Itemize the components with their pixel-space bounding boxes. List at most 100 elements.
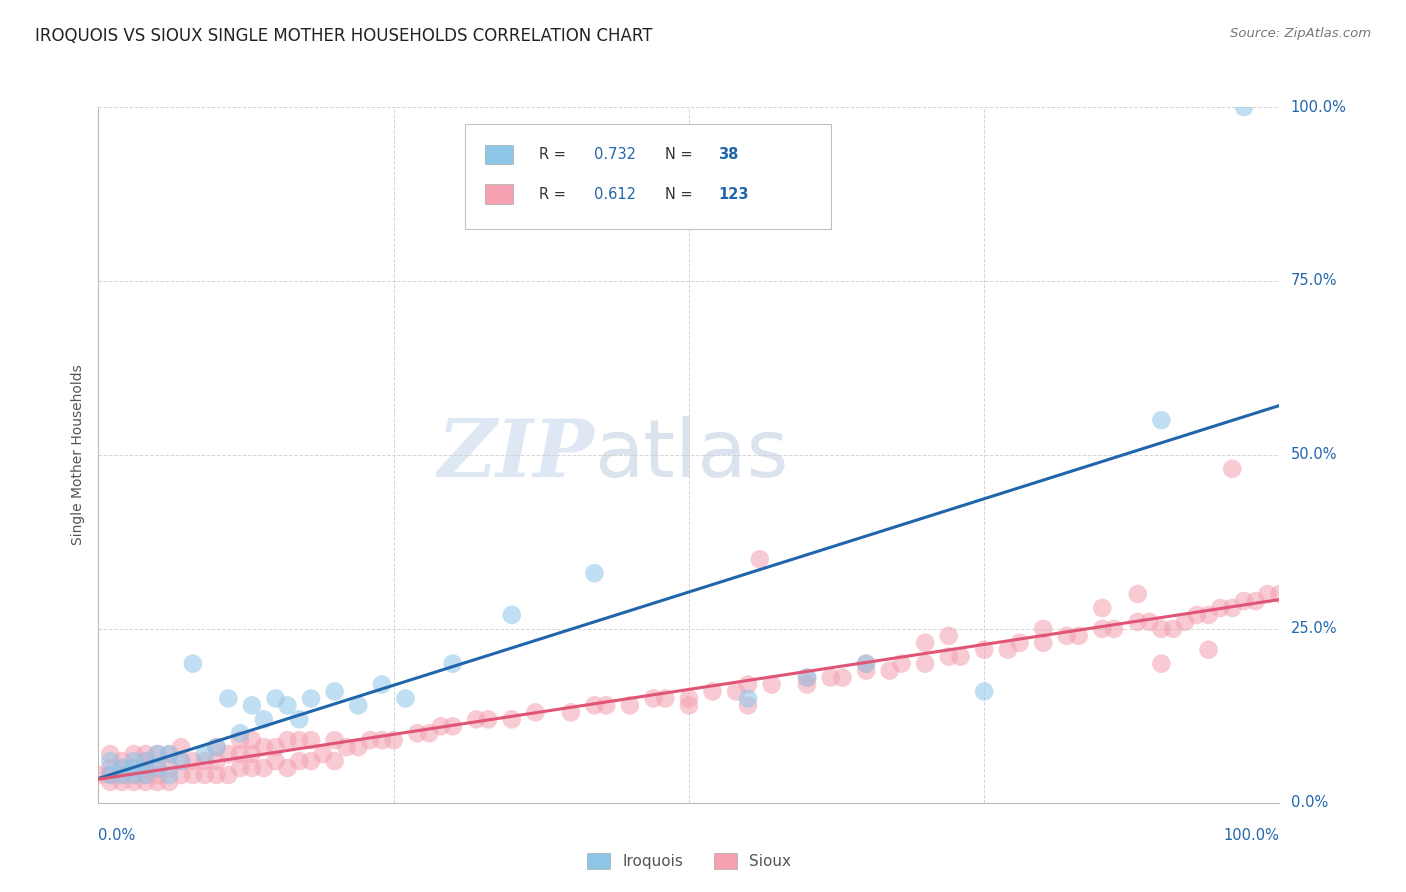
Point [135, 768, 157, 782]
Point [1198, 642, 1220, 657]
Point [170, 740, 193, 755]
Text: 0.612: 0.612 [595, 186, 637, 202]
Point [501, 712, 523, 726]
Point [217, 691, 239, 706]
Point [312, 747, 335, 761]
Point [524, 706, 547, 720]
Point [135, 761, 157, 775]
Point [98, 768, 121, 782]
Point [87, 768, 110, 782]
Text: R =: R = [538, 147, 571, 161]
Point [855, 664, 877, 678]
Point [583, 566, 606, 581]
Point [276, 698, 298, 713]
Point [796, 671, 818, 685]
Point [229, 726, 252, 740]
Text: 0.0%: 0.0% [1291, 796, 1327, 810]
Text: 100.0%: 100.0% [1223, 828, 1279, 843]
Point [938, 629, 960, 643]
Point [1233, 594, 1256, 608]
Point [299, 733, 322, 747]
Point [737, 691, 759, 706]
Y-axis label: Single Mother Households: Single Mother Households [72, 365, 86, 545]
Point [217, 747, 239, 761]
Point [146, 761, 169, 775]
Text: atlas: atlas [595, 416, 789, 494]
Point [146, 747, 169, 761]
Point [253, 712, 276, 726]
Point [382, 733, 405, 747]
Point [1268, 587, 1291, 601]
Point [371, 677, 394, 691]
Point [323, 754, 346, 768]
Point [477, 712, 499, 726]
Point [181, 754, 204, 768]
Point [1056, 629, 1078, 643]
Point [170, 754, 193, 768]
Text: 0.0%: 0.0% [98, 828, 135, 843]
Point [678, 698, 700, 713]
Text: 50.0%: 50.0% [1291, 448, 1337, 462]
Point [879, 664, 901, 678]
Bar [485, 185, 513, 203]
Point [299, 691, 322, 706]
Point [240, 761, 263, 775]
Point [1139, 615, 1161, 629]
Point [122, 761, 145, 775]
Point [157, 761, 180, 775]
Point [205, 768, 228, 782]
Point [949, 649, 972, 664]
Point [122, 768, 145, 782]
Point [135, 754, 157, 768]
Point [1198, 607, 1220, 622]
Text: N =: N = [665, 186, 697, 202]
Point [205, 754, 228, 768]
FancyBboxPatch shape [464, 124, 831, 229]
Point [264, 754, 287, 768]
Point [98, 754, 121, 768]
Point [796, 677, 818, 691]
Text: 0.732: 0.732 [595, 147, 637, 161]
Point [122, 768, 145, 782]
Point [181, 657, 204, 671]
Point [288, 733, 311, 747]
Point [654, 691, 676, 706]
Point [146, 747, 169, 761]
Point [299, 754, 322, 768]
Point [276, 733, 298, 747]
Point [1244, 594, 1267, 608]
Point [406, 726, 429, 740]
Point [217, 768, 239, 782]
Point [1126, 587, 1149, 601]
Point [194, 747, 217, 761]
Point [347, 698, 370, 713]
Text: 38: 38 [718, 147, 738, 161]
Point [855, 657, 877, 671]
Text: 25.0%: 25.0% [1291, 622, 1337, 636]
Point [560, 706, 582, 720]
Point [240, 698, 263, 713]
Point [418, 726, 440, 740]
Point [122, 761, 145, 775]
Point [1150, 657, 1173, 671]
Point [157, 775, 180, 789]
Point [194, 768, 217, 782]
Point [335, 740, 357, 755]
Point [1102, 622, 1125, 636]
Point [595, 698, 617, 713]
Point [146, 761, 169, 775]
Point [229, 761, 252, 775]
Point [394, 691, 416, 706]
Point [253, 740, 276, 755]
Text: 123: 123 [718, 186, 749, 202]
Legend: Iroquois, Sioux: Iroquois, Sioux [581, 847, 797, 875]
Point [748, 552, 770, 566]
Point [761, 677, 783, 691]
Point [135, 768, 157, 782]
Point [146, 775, 169, 789]
Point [737, 677, 759, 691]
Point [643, 691, 665, 706]
Point [122, 747, 145, 761]
Point [1032, 636, 1054, 650]
Point [914, 657, 936, 671]
